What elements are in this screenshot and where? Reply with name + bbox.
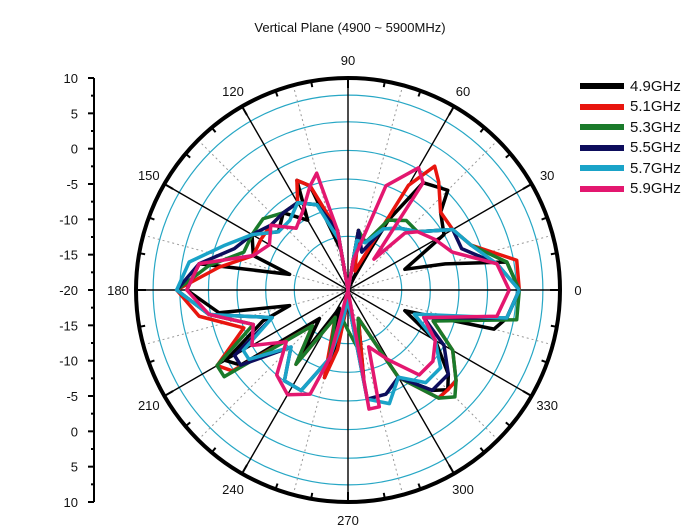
angle-tick xyxy=(541,216,548,221)
angle-tick xyxy=(448,464,455,475)
angle-tick xyxy=(505,421,512,428)
scale-label: 5 xyxy=(71,106,78,121)
angle-tick xyxy=(382,492,386,499)
scale-label: -20 xyxy=(59,283,78,298)
angle-label: 0 xyxy=(574,283,581,298)
angle-tick xyxy=(505,152,512,159)
angle-tick xyxy=(479,447,486,454)
major-spoke xyxy=(347,289,455,474)
radial-scale-axis: 10 5 0 -5 -10 -15 -20 -15 -10 -5 0 5 10 xyxy=(59,71,95,510)
legend-label: 5.5GHz xyxy=(630,139,681,157)
outer-ring xyxy=(134,76,562,504)
legend-item: 4.9GHz xyxy=(580,76,681,97)
legend-swatch-icon xyxy=(580,165,624,172)
angle-tick xyxy=(163,183,174,190)
major-spoke xyxy=(241,106,349,291)
scale-label: -15 xyxy=(59,248,78,263)
angle-tick xyxy=(139,324,146,328)
angle-label: 90 xyxy=(341,53,355,68)
scale-label: 0 xyxy=(71,142,78,157)
angle-label: 60 xyxy=(456,84,470,99)
angle-tick xyxy=(241,105,248,116)
minor-spoke xyxy=(143,234,349,291)
angle-tick xyxy=(210,447,217,454)
angle-tick xyxy=(148,216,155,221)
angle-tick xyxy=(417,483,422,490)
scale-label: -5 xyxy=(66,177,78,192)
series-line-5.9GHz xyxy=(185,166,511,411)
angle-tick xyxy=(274,90,279,97)
legend-item: 5.3GHz xyxy=(580,117,681,138)
angle-tick xyxy=(163,390,174,397)
legend-swatch-icon xyxy=(580,124,624,131)
angle-tick xyxy=(148,359,155,364)
angle-label: 270 xyxy=(337,513,359,528)
angle-label: 150 xyxy=(138,168,160,183)
legend-swatch-icon xyxy=(580,103,624,110)
legend-swatch-icon xyxy=(580,83,624,90)
legend-label: 5.7GHz xyxy=(630,159,681,177)
legend-swatch-icon xyxy=(580,185,624,192)
angle-tick xyxy=(310,81,314,88)
scale-label: -10 xyxy=(59,212,78,227)
angle-label: 240 xyxy=(222,482,244,497)
legend-label: 4.9GHz xyxy=(630,77,681,95)
angle-label: 210 xyxy=(138,398,160,413)
angle-tick xyxy=(382,81,386,88)
angle-tick xyxy=(448,105,455,116)
legend-label: 5.9GHz xyxy=(630,180,681,198)
legend-label: 5.1GHz xyxy=(630,98,681,116)
scale-label: 10 xyxy=(64,495,78,510)
angle-tick xyxy=(139,252,146,256)
angle-label: 120 xyxy=(222,84,244,99)
angle-tick xyxy=(184,152,191,159)
legend-item: 5.5GHz xyxy=(580,138,681,159)
legend: 4.9GHz 5.1GHz 5.3GHz 5.5GHz 5.7GHz 5.9GHz xyxy=(580,76,681,199)
minor-spoke xyxy=(197,289,349,441)
series-group xyxy=(174,164,522,411)
angle-tick xyxy=(522,390,533,397)
scale-label: 0 xyxy=(71,424,78,439)
angle-label: 300 xyxy=(452,482,474,497)
scale-label: 10 xyxy=(64,71,78,86)
major-spoke xyxy=(164,289,349,397)
angle-tick xyxy=(541,359,548,364)
angle-tick xyxy=(550,252,557,256)
angle-tick xyxy=(310,492,314,499)
legend-item: 5.1GHz xyxy=(580,97,681,118)
scale-label: -5 xyxy=(66,389,78,404)
angle-tick xyxy=(550,324,557,328)
legend-item: 5.9GHz xyxy=(580,179,681,200)
polar-grid xyxy=(136,78,560,502)
scale-label: -15 xyxy=(59,318,78,333)
angle-label: 330 xyxy=(536,398,558,413)
angle-tick xyxy=(210,126,217,133)
angle-tick xyxy=(479,126,486,133)
major-spoke xyxy=(347,289,532,397)
angle-tick xyxy=(241,464,248,475)
angle-tick-labels: 0 30 60 90 120 150 180 210 240 270 300 330 xyxy=(107,53,581,528)
angle-tick xyxy=(184,421,191,428)
angle-tick xyxy=(417,90,422,97)
minor-spoke xyxy=(347,289,499,441)
legend-label: 5.3GHz xyxy=(630,118,681,136)
major-spoke xyxy=(164,183,349,291)
angle-tick xyxy=(522,183,533,190)
chart-title: Vertical Plane (4900 ~ 5900MHz) xyxy=(254,20,446,35)
series-line-5.7GHz xyxy=(174,200,521,406)
legend-item: 5.7GHz xyxy=(580,158,681,179)
angle-tick xyxy=(274,483,279,490)
angle-label: 180 xyxy=(107,283,129,298)
scale-label: 5 xyxy=(71,460,78,475)
legend-swatch-icon xyxy=(580,144,624,151)
scale-label: -10 xyxy=(59,354,78,369)
minor-spoke xyxy=(347,139,499,291)
angle-label: 30 xyxy=(540,168,554,183)
